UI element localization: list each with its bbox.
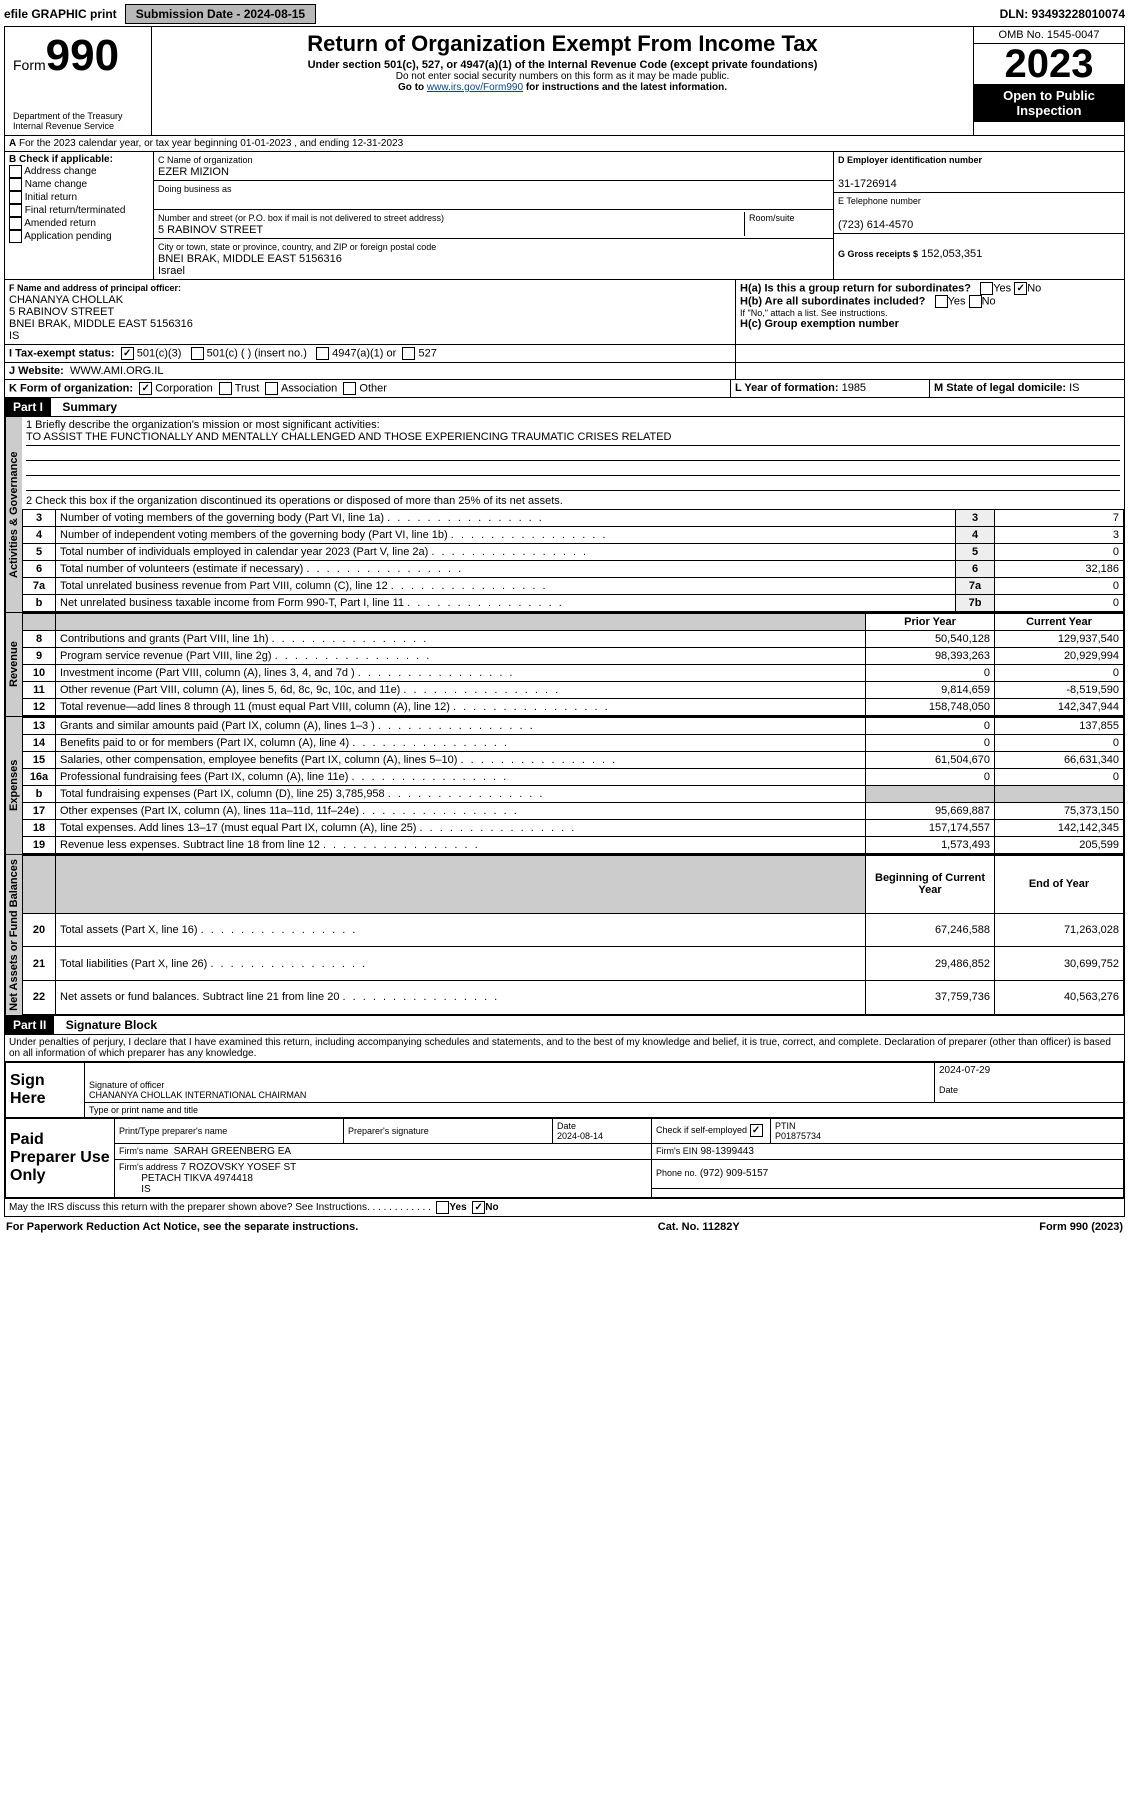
checkbox-discuss-yes[interactable] [436, 1201, 449, 1214]
subtitle-3: Go to www.irs.gov/Form990 for instructio… [160, 82, 965, 93]
checkbox-hb-yes[interactable] [935, 295, 948, 308]
sig-date: 2024-07-29 [935, 1062, 1124, 1078]
checkbox-ha-no[interactable] [1014, 282, 1027, 295]
checkbox-ha-yes[interactable] [980, 282, 993, 295]
form-label: Form [13, 57, 46, 73]
section-c-name: C Name of organization EZER MIZION Doing… [154, 152, 834, 279]
section-b-checkboxes: B Check if applicable: Address change Na… [5, 152, 154, 279]
checkbox-4947[interactable] [316, 347, 329, 360]
instructions-link[interactable]: www.irs.gov/Form990 [427, 82, 523, 93]
tab-revenue: Revenue [5, 613, 22, 716]
org-city: BNEI BRAK, MIDDLE EAST 5156316 [158, 253, 342, 265]
section-bcdefgh: B Check if applicable: Address change Na… [5, 152, 1124, 280]
org-address: 5 RABINOV STREET [158, 224, 263, 236]
checkbox-trust[interactable] [219, 382, 232, 395]
part1-net: Net Assets or Fund Balances Beginning of… [5, 855, 1124, 1016]
subtitle-2: Do not enter social security numbers on … [160, 71, 965, 82]
open-inspection-badge: Open to Public Inspection [974, 84, 1124, 122]
topbar: efile GRAPHIC print Submission Date - 20… [4, 4, 1125, 24]
year-formation: 1985 [842, 382, 866, 394]
title-cell: Return of Organization Exempt From Incom… [152, 27, 974, 135]
checkbox-discuss-no[interactable] [472, 1201, 485, 1214]
footer-right: Form 990 (2023) [1039, 1221, 1123, 1233]
state-domicile: IS [1069, 382, 1079, 394]
checkbox-name-change[interactable] [9, 178, 22, 191]
form-title: Return of Organization Exempt From Incom… [160, 31, 965, 57]
tab-expenses: Expenses [5, 717, 22, 854]
checkbox-corp[interactable] [139, 382, 152, 395]
checkbox-527[interactable] [402, 347, 415, 360]
checkbox-501c3[interactable] [121, 347, 134, 360]
footer-left: For Paperwork Reduction Act Notice, see … [6, 1221, 358, 1233]
form-container: Form990 Department of the Treasury Inter… [4, 26, 1125, 1217]
phone: (723) 614-4570 [838, 219, 913, 231]
submission-date-button[interactable]: Submission Date - 2024-08-15 [125, 4, 316, 24]
section-deg: D Employer identification number 31-1726… [834, 152, 1124, 279]
part1-revenue: Revenue Prior YearCurrent Year8Contribut… [5, 613, 1124, 717]
revenue-table: Prior YearCurrent Year8Contributions and… [22, 613, 1124, 716]
part2-header: Part II Signature Block [5, 1016, 1124, 1035]
prep-date: 2024-08-14 [557, 1131, 603, 1141]
efile-label: efile GRAPHIC print [4, 7, 117, 21]
declaration: Under penalties of perjury, I declare th… [5, 1035, 1124, 1062]
section-fh: F Name and address of principal officer:… [5, 280, 1124, 345]
checkbox-501c[interactable] [191, 347, 204, 360]
ptin: P01875734 [775, 1131, 821, 1141]
org-country: Israel [158, 265, 185, 277]
mission-text: TO ASSIST THE FUNCTIONALLY AND MENTALLY … [26, 431, 1120, 446]
page-footer: For Paperwork Reduction Act Notice, see … [4, 1217, 1125, 1237]
checkbox-assoc[interactable] [265, 382, 278, 395]
checkbox-amended[interactable] [9, 217, 22, 230]
line-i: I Tax-exempt status: 501(c)(3) 501(c) ( … [5, 345, 1124, 363]
discuss-line: May the IRS discuss this return with the… [5, 1199, 1124, 1216]
part1-header: Part I Summary [5, 398, 1124, 417]
dept-label: Department of the Treasury Internal Reve… [13, 111, 143, 131]
expenses-table: 13Grants and similar amounts paid (Part … [22, 717, 1124, 854]
checkbox-other[interactable] [343, 382, 356, 395]
net-table: Beginning of Current YearEnd of Year20To… [22, 855, 1124, 1015]
checkbox-initial-return[interactable] [9, 191, 22, 204]
website: WWW.AMI.ORG.IL [70, 365, 164, 377]
paid-preparer-label: Paid Preparer Use Only [6, 1118, 115, 1197]
tax-year: 2023 [974, 44, 1124, 84]
checkbox-final-return[interactable] [9, 204, 22, 217]
form-number: 990 [46, 31, 119, 80]
checkbox-self-employed[interactable] [750, 1124, 763, 1137]
governance-table: 3Number of voting members of the governi… [22, 509, 1124, 612]
part1-governance: Activities & Governance 1 Briefly descri… [5, 417, 1124, 613]
officer-name: CHANANYA CHOLLAK [9, 294, 123, 306]
gross-receipts: 152,053,351 [921, 248, 982, 260]
line-klm: K Form of organization: Corporation Trus… [5, 380, 1124, 398]
line-a: A For the 2023 calendar year, or tax yea… [5, 136, 1124, 152]
checkbox-address-change[interactable] [9, 165, 22, 178]
checkbox-hb-no[interactable] [969, 295, 982, 308]
sign-here-label: Sign Here [6, 1062, 85, 1117]
tab-governance: Activities & Governance [5, 417, 22, 612]
line-j: J Website: WWW.AMI.ORG.IL [5, 363, 1124, 380]
org-name: EZER MIZION [158, 166, 229, 178]
tab-net: Net Assets or Fund Balances [5, 855, 22, 1015]
firm-name: SARAH GREENBERG EA [174, 1146, 291, 1157]
firm-addr1: 7 ROZOVSKY YOSEF ST [181, 1162, 297, 1173]
signature-block: Sign Here 2024-07-29 Signature of office… [5, 1062, 1124, 1199]
firm-ein: 98-1399443 [701, 1146, 754, 1157]
form-header: Form990 Department of the Treasury Inter… [5, 27, 1124, 136]
footer-mid: Cat. No. 11282Y [658, 1221, 740, 1233]
ein: 31-1726914 [838, 178, 897, 190]
checkbox-pending[interactable] [9, 230, 22, 243]
year-cell: OMB No. 1545-0047 2023 Open to Public In… [974, 27, 1124, 135]
officer-sig: CHANANYA CHOLLAK INTERNATIONAL CHAIRMAN [89, 1090, 306, 1100]
subtitle-1: Under section 501(c), 527, or 4947(a)(1)… [160, 59, 965, 71]
dln-label: DLN: 93493228010074 [1000, 7, 1125, 21]
form-id-cell: Form990 Department of the Treasury Inter… [5, 27, 152, 135]
firm-phone: (972) 909-5157 [700, 1168, 768, 1179]
part1-expenses: Expenses 13Grants and similar amounts pa… [5, 717, 1124, 855]
